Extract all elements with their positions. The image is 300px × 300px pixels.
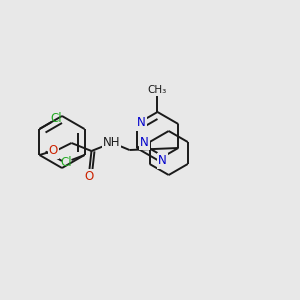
Text: N: N (137, 116, 146, 130)
Text: O: O (49, 145, 58, 158)
Text: N: N (140, 136, 149, 148)
Text: N: N (158, 154, 167, 167)
Text: Cl: Cl (51, 112, 62, 125)
Text: O: O (85, 170, 94, 184)
Text: Cl: Cl (61, 157, 72, 169)
Text: CH₃: CH₃ (148, 85, 167, 95)
Text: NH: NH (103, 136, 120, 149)
